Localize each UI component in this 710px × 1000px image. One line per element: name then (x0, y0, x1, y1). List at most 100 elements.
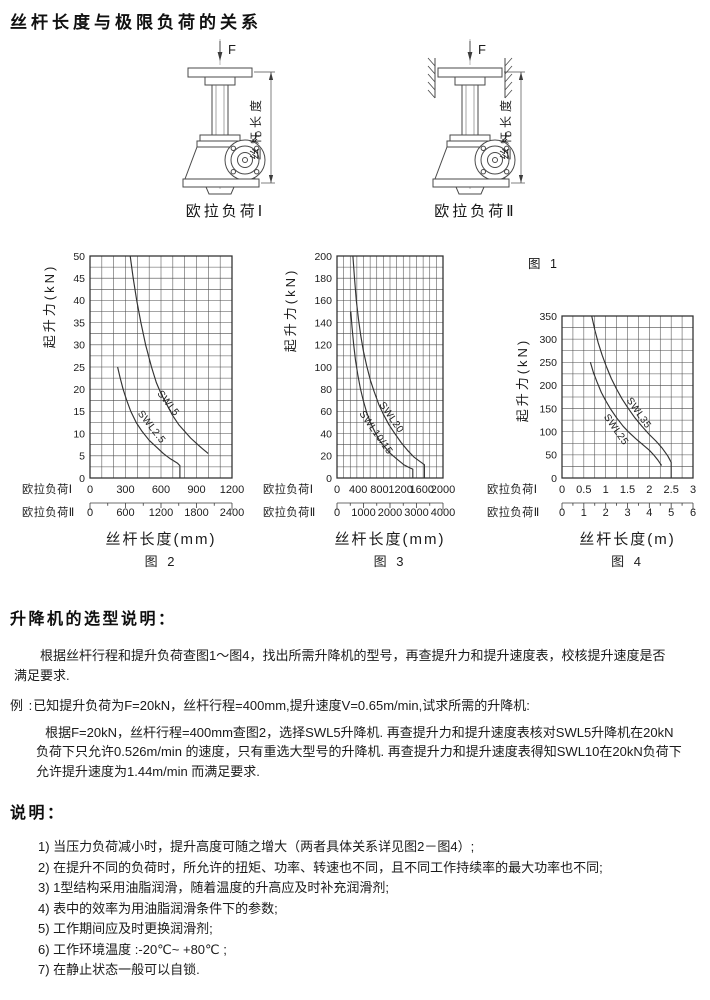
note-item: 2) 在提升不同的负荷时，所允许的扭矩、功率、转速也不同，且不同工作持续率的最大… (38, 859, 603, 875)
page-title: 丝杆长度与极限负荷的关系 (10, 13, 262, 32)
note-item: 7) 在静止状态一般可以自锁. (38, 962, 200, 977)
svg-text:3: 3 (690, 484, 696, 496)
svg-text:丝杆长度: 丝杆长度 (498, 96, 513, 160)
svg-text:900: 900 (187, 484, 205, 496)
svg-text:0: 0 (326, 473, 332, 485)
svg-text:欧拉负荷Ⅰ: 欧拉负荷Ⅰ (22, 482, 73, 496)
svg-text:300: 300 (116, 484, 134, 496)
svg-text:0: 0 (87, 484, 93, 496)
notes-section: 说明： 1) 当压力负荷减小时，提升高度可随之增大（两者具体关系详见图2－图4）… (10, 804, 702, 981)
svg-text:丝杆长度(m): 丝杆长度(m) (579, 531, 676, 548)
svg-text:起升力(kN): 起升力(kN) (42, 264, 57, 349)
caption-euler-load-2: 欧拉负荷Ⅱ (434, 203, 517, 220)
example-body: 根据F=20kN，丝杆行程=400mm查图2，选择SWL5升降机. 再查提升力和… (36, 724, 682, 779)
svg-text:0: 0 (334, 507, 340, 519)
notes-heading: 说明： (10, 805, 66, 822)
svg-text:1.5: 1.5 (620, 484, 635, 496)
note-item: 4) 表中的效率为用油脂润滑条件下的参数; (38, 900, 278, 916)
example-intro-text: 已知提升负荷为F=20kN，丝杆行程=400mm,提升速度V=0.65m/min… (33, 698, 530, 713)
svg-text:1000: 1000 (351, 507, 375, 519)
svg-text:50: 50 (73, 251, 85, 263)
svg-text:40: 40 (320, 428, 332, 440)
notes-list: 1) 当压力负荷减小时，提升高度可随之增大（两者具体关系详见图2－图4）; 2) … (10, 837, 702, 981)
svg-text:80: 80 (320, 384, 332, 396)
selection-section: 升降机的选型说明： 根据丝杆行程和提升负荷查图1～图4，找出所需升降机的型号，再… (10, 610, 702, 781)
svg-text:800: 800 (370, 484, 388, 496)
svg-text:2400: 2400 (220, 507, 244, 519)
svg-text:丝杆长度(mm): 丝杆长度(mm) (106, 531, 217, 548)
svg-text:150: 150 (539, 403, 557, 415)
svg-text:2: 2 (646, 484, 652, 496)
svg-text:F: F (228, 42, 236, 57)
svg-text:300: 300 (539, 334, 557, 346)
figure3-chart: 020406080100120140160180200起升力(kN)SWL20S… (263, 251, 455, 569)
note-item: 1) 当压力负荷减小时，提升高度可随之增大（两者具体关系详见图2－图4）; (38, 839, 475, 854)
svg-text:120: 120 (314, 340, 332, 352)
svg-text:250: 250 (539, 357, 557, 369)
svg-text:1200: 1200 (149, 507, 173, 519)
svg-text:1: 1 (603, 484, 609, 496)
svg-text:图 2: 图 2 (145, 554, 178, 569)
svg-text:15: 15 (73, 406, 85, 418)
svg-text:欧拉负荷Ⅰ: 欧拉负荷Ⅰ (487, 482, 538, 496)
svg-text:350: 350 (539, 311, 557, 323)
svg-text:欧拉负荷Ⅰ: 欧拉负荷Ⅰ (263, 482, 314, 496)
svg-text:0: 0 (551, 473, 557, 485)
example-label: 例 : (10, 698, 34, 713)
svg-text:400: 400 (349, 484, 367, 496)
svg-text:40: 40 (73, 295, 85, 307)
svg-text:0: 0 (334, 484, 340, 496)
svg-text:SWL5: SWL5 (154, 389, 181, 419)
svg-text:200: 200 (539, 380, 557, 392)
selection-heading: 升降机的选型说明： (10, 611, 177, 628)
svg-text:25: 25 (73, 362, 85, 374)
svg-text:2: 2 (603, 507, 609, 519)
svg-text:欧拉负荷Ⅱ: 欧拉负荷Ⅱ (487, 505, 540, 519)
svg-text:1600: 1600 (410, 484, 434, 496)
svg-text:丝杆长度(mm): 丝杆长度(mm) (335, 531, 446, 548)
svg-text:1200: 1200 (388, 484, 412, 496)
example-intro-line: 例 :已知提升负荷为F=20kN，丝杆行程=400mm,提升速度V=0.65m/… (10, 696, 702, 716)
svg-text:100: 100 (539, 427, 557, 439)
svg-text:6: 6 (690, 507, 696, 519)
svg-text:丝杆长度: 丝杆长度 (248, 96, 263, 160)
svg-text:0: 0 (559, 484, 565, 496)
svg-text:200: 200 (314, 251, 332, 263)
svg-text:30: 30 (73, 340, 85, 352)
svg-text:0.5: 0.5 (576, 484, 591, 496)
svg-text:1: 1 (581, 507, 587, 519)
svg-text:F: F (478, 42, 486, 57)
svg-text:180: 180 (314, 273, 332, 285)
jack-drawing-euler-2: F 丝杆长度 (427, 39, 525, 195)
svg-text:60: 60 (320, 406, 332, 418)
svg-text:1800: 1800 (184, 507, 208, 519)
selection-paragraph: 根据丝杆行程和提升负荷查图1～图4，找出所需升降机的型号，再查提升力和提升速度表… (14, 648, 666, 683)
svg-text:160: 160 (314, 295, 332, 307)
svg-text:0: 0 (79, 473, 85, 485)
svg-text:0: 0 (559, 507, 565, 519)
svg-text:图 4: 图 4 (611, 554, 644, 569)
note-item: 3) 1型结构采用油脂润滑，随着温度的升高应及时补充润滑剂; (38, 880, 390, 895)
svg-text:2000: 2000 (431, 484, 455, 496)
svg-text:50: 50 (545, 450, 557, 462)
note-item: 5) 工作期间应及时更换润滑剂; (38, 921, 213, 936)
svg-text:2.5: 2.5 (664, 484, 679, 496)
svg-text:600: 600 (152, 484, 170, 496)
figure1-label: 图 1 (528, 257, 560, 271)
svg-text:5: 5 (79, 451, 85, 463)
svg-text:欧拉负荷Ⅱ: 欧拉负荷Ⅱ (263, 505, 316, 519)
svg-text:20: 20 (320, 451, 332, 463)
figure2-chart: 05101520253035404550起升力(kN)SWL5SWL2.5欧拉负… (22, 251, 244, 569)
svg-text:5: 5 (668, 507, 674, 519)
svg-text:3: 3 (624, 507, 630, 519)
caption-euler-load-1: 欧拉负荷Ⅰ (185, 203, 266, 220)
note-item: 6) 工作环境温度 :-20℃~ +80℃ ; (38, 941, 227, 957)
svg-text:10: 10 (73, 428, 85, 440)
svg-text:2000: 2000 (378, 507, 402, 519)
svg-text:起升力(kN): 起升力(kN) (283, 268, 298, 353)
svg-text:35: 35 (73, 317, 85, 329)
svg-text:起升力(kN): 起升力(kN) (515, 338, 530, 423)
svg-text:140: 140 (314, 317, 332, 329)
